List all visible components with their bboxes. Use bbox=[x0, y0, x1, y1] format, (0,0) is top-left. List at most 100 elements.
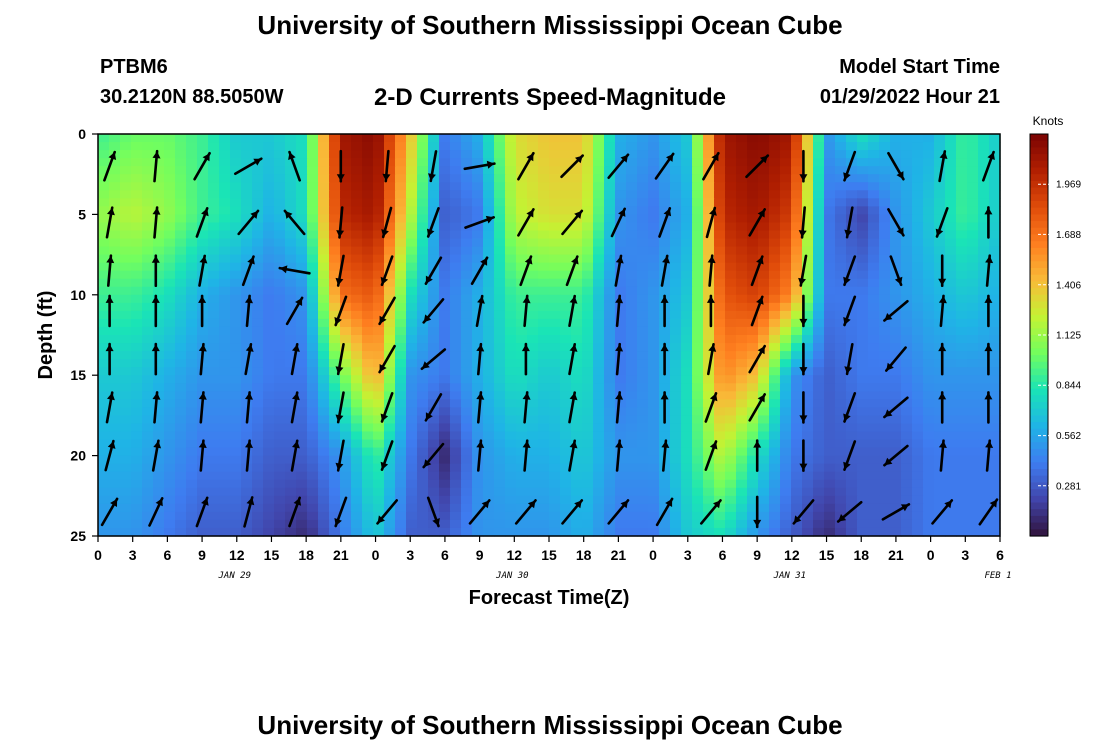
heatmap-cell bbox=[978, 270, 990, 280]
current-vector bbox=[887, 151, 905, 181]
heatmap-cell bbox=[263, 463, 275, 473]
heatmap-cell bbox=[340, 158, 352, 167]
heatmap-cell bbox=[626, 487, 638, 497]
heatmap-cell bbox=[285, 230, 297, 240]
heatmap-cell bbox=[417, 270, 429, 280]
heatmap-cell bbox=[406, 278, 418, 288]
heatmap-cell bbox=[813, 375, 825, 384]
heatmap-cell bbox=[967, 302, 979, 312]
heatmap-cell bbox=[219, 495, 231, 505]
heatmap-cell bbox=[406, 198, 418, 207]
heatmap-cell bbox=[791, 318, 803, 328]
heatmap-cell bbox=[395, 182, 407, 191]
heatmap-cell bbox=[923, 214, 935, 224]
current-vector bbox=[470, 256, 489, 286]
heatmap-cell bbox=[901, 495, 913, 505]
heatmap-cell bbox=[120, 190, 132, 199]
heatmap-cell bbox=[593, 174, 605, 183]
heatmap-cell bbox=[681, 503, 693, 513]
heatmap-cell bbox=[802, 230, 814, 240]
heatmap-cell bbox=[912, 423, 924, 433]
heatmap-cell bbox=[868, 230, 880, 240]
heatmap-cell bbox=[549, 391, 561, 400]
heatmap-cell bbox=[450, 262, 462, 272]
heatmap-cell bbox=[725, 206, 737, 215]
heatmap-cell bbox=[857, 455, 869, 465]
heatmap-cell bbox=[428, 318, 440, 328]
heatmap-cell bbox=[593, 367, 605, 376]
heatmap-cell bbox=[208, 527, 220, 537]
heatmap-cell bbox=[98, 447, 110, 457]
heatmap-cell bbox=[153, 463, 165, 473]
heatmap-cell bbox=[538, 318, 550, 328]
heatmap-cell bbox=[989, 463, 1001, 473]
heatmap-cell bbox=[934, 471, 946, 481]
current-vector bbox=[884, 346, 907, 372]
heatmap-cell bbox=[318, 359, 330, 368]
heatmap-cell bbox=[714, 198, 726, 207]
heatmap-cell bbox=[406, 479, 418, 489]
heatmap-cell bbox=[395, 359, 407, 368]
current-vector bbox=[283, 209, 306, 236]
heatmap-cell bbox=[692, 230, 704, 240]
heatmap-cell bbox=[362, 375, 374, 384]
heatmap-cell bbox=[340, 198, 352, 207]
heatmap-cell bbox=[714, 335, 726, 344]
heatmap-cell bbox=[571, 527, 583, 537]
heatmap-cell bbox=[835, 174, 847, 183]
heatmap-cell bbox=[417, 278, 429, 288]
heatmap-cell bbox=[131, 198, 143, 207]
heatmap-cell bbox=[527, 326, 539, 336]
heatmap-cell bbox=[186, 174, 198, 183]
heatmap-cell bbox=[329, 343, 341, 352]
heatmap-cell bbox=[109, 238, 121, 248]
heatmap-cell bbox=[648, 343, 660, 352]
heatmap-cell bbox=[956, 262, 968, 272]
heatmap-cell bbox=[593, 519, 605, 529]
heatmap-cell bbox=[857, 254, 869, 264]
heatmap-cell bbox=[681, 318, 693, 328]
heatmap-cell bbox=[318, 230, 330, 240]
heatmap-cell bbox=[582, 310, 594, 320]
heatmap-cell bbox=[362, 142, 374, 151]
heatmap-cell bbox=[208, 302, 220, 312]
heatmap-cell bbox=[186, 310, 198, 320]
current-vector bbox=[420, 348, 447, 371]
heatmap-cell bbox=[417, 447, 429, 457]
heatmap-cell bbox=[307, 463, 319, 473]
heatmap-cell bbox=[846, 335, 858, 344]
heatmap-cell bbox=[395, 351, 407, 360]
heatmap-cell bbox=[967, 439, 979, 449]
heatmap-cell bbox=[956, 447, 968, 457]
heatmap-cell bbox=[428, 190, 440, 199]
current-vector bbox=[334, 496, 348, 528]
heatmap-cell bbox=[98, 230, 110, 240]
heatmap-cell bbox=[439, 326, 451, 336]
heatmap-cell bbox=[769, 142, 781, 151]
heatmap-cell bbox=[219, 423, 231, 433]
heatmap-cell bbox=[395, 383, 407, 392]
x-axis-label: Forecast Time(Z) bbox=[469, 587, 630, 609]
bottom-title: University of Southern Mississippi Ocean… bbox=[257, 710, 843, 740]
heatmap-cell bbox=[791, 302, 803, 312]
heatmap-cell bbox=[175, 407, 187, 416]
heatmap-cell bbox=[868, 503, 880, 513]
heatmap-cell bbox=[890, 383, 902, 392]
heatmap-cell bbox=[296, 206, 308, 215]
heatmap-cell bbox=[604, 278, 616, 288]
heatmap-cell bbox=[901, 134, 913, 143]
heatmap-cell bbox=[692, 391, 704, 400]
heatmap-cell bbox=[109, 302, 121, 312]
heatmap-cell bbox=[989, 343, 1001, 352]
heatmap-cell bbox=[934, 278, 946, 288]
heatmap-cell bbox=[890, 182, 902, 191]
heatmap-cell bbox=[109, 270, 121, 280]
heatmap-cell bbox=[527, 222, 539, 232]
heatmap-cell bbox=[384, 463, 396, 473]
heatmap-cell bbox=[846, 318, 858, 328]
heatmap-cell bbox=[175, 487, 187, 497]
current-vector bbox=[981, 150, 995, 182]
heatmap-cell bbox=[648, 278, 660, 288]
heatmap-cell bbox=[879, 487, 891, 497]
heatmap-cell bbox=[494, 190, 506, 199]
